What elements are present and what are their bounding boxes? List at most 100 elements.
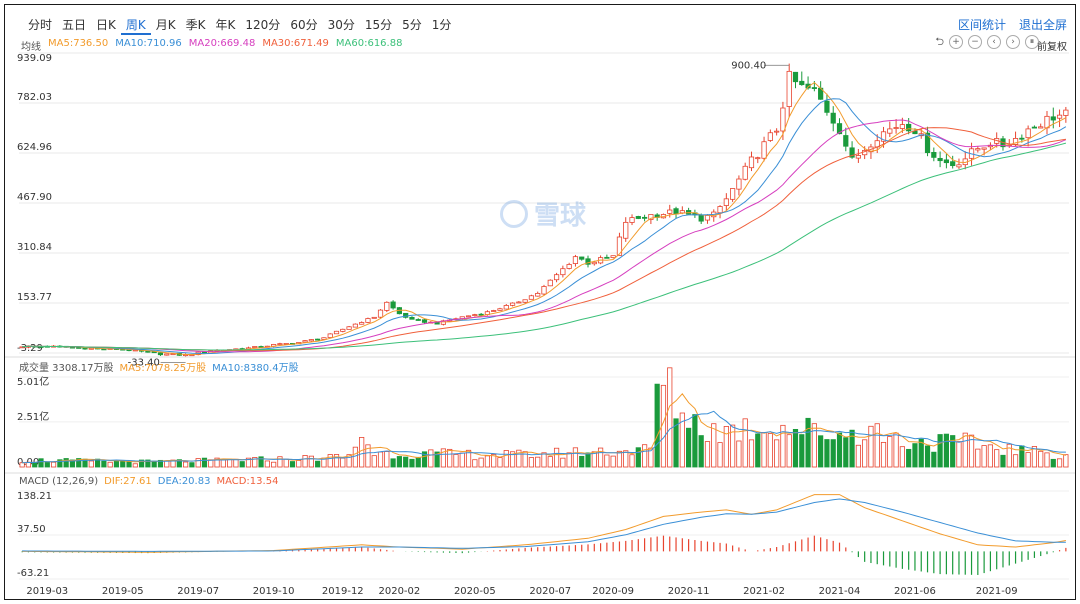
vol-ma10-value: MA10:8380.4万股 — [212, 363, 299, 374]
candle-body — [415, 319, 421, 321]
zoom-in-icon[interactable]: + — [949, 35, 963, 49]
candle-body — [648, 214, 654, 220]
tab-11[interactable]: 5分 — [402, 18, 422, 32]
adjust-mode-selector[interactable]: 前复权 — [1037, 42, 1067, 53]
ma-line-ma60 — [22, 142, 1067, 351]
volume-bar — [428, 449, 434, 468]
volume-bar — [126, 461, 132, 468]
volume-bar — [981, 445, 987, 468]
tab-3[interactable]: 周K — [120, 13, 151, 35]
candle-body — [730, 188, 736, 200]
candle-body — [145, 350, 151, 353]
candle-body — [308, 339, 314, 342]
x-axis-date-label: 2021-06 — [894, 586, 936, 597]
kline-chart-svg[interactable]: 939.09 782.03 624.96 467.90 310.84 153.77 -3.2… — [5, 5, 1076, 600]
candle-body — [541, 286, 547, 295]
candle-body — [579, 256, 585, 260]
candle-body — [849, 147, 855, 158]
candle-body — [811, 87, 817, 89]
volume-bar — [704, 441, 711, 468]
volume-bar — [742, 418, 748, 468]
candle-body — [1050, 116, 1056, 121]
volume-bar — [692, 414, 698, 468]
volume-bar — [956, 441, 962, 468]
volume-bar — [101, 460, 107, 468]
tab-4[interactable]: 月K — [155, 18, 176, 32]
candle-body — [780, 107, 786, 132]
scroll-left-icon[interactable]: ‹ — [987, 35, 1001, 49]
candle-body — [1044, 115, 1050, 129]
macd-tick-label: 138.21 — [17, 491, 52, 502]
volume-bar — [711, 423, 717, 468]
candle-body — [755, 157, 761, 160]
candle-body — [1063, 109, 1069, 116]
tab-6[interactable]: 年K — [215, 18, 236, 32]
volume-bar — [107, 461, 113, 468]
tab-1[interactable]: 五日 — [62, 18, 87, 32]
candle-body — [516, 301, 522, 304]
x-axis-date-label: 2021-04 — [819, 586, 861, 597]
x-axis-date-label: 2020-11 — [668, 586, 710, 597]
volume-bar — [189, 462, 195, 468]
volume-tick-label: 2.51亿 — [17, 410, 49, 423]
x-axis-date-label: 2019-03 — [26, 586, 68, 597]
volume-bar — [409, 458, 415, 468]
tab-9[interactable]: 30分 — [327, 18, 355, 32]
undo-icon[interactable]: ⮌ — [935, 35, 944, 48]
volume-bar — [145, 459, 151, 468]
range-stats-button[interactable]: 区间统计 — [957, 18, 1006, 32]
tab-8[interactable]: 60分 — [290, 18, 318, 32]
volume-ma10-line — [22, 410, 1066, 464]
candle-body — [472, 314, 478, 317]
tab-7[interactable]: 120分 — [245, 18, 281, 32]
candle-body — [333, 330, 340, 335]
tab-10[interactable]: 15分 — [364, 18, 393, 32]
tab-0[interactable]: 分时 — [28, 18, 53, 32]
volume-bar — [868, 425, 874, 468]
tab-2[interactable]: 日K — [96, 18, 116, 32]
candle-body — [384, 301, 390, 311]
candle-body — [641, 216, 648, 219]
watermark-logo-icon — [500, 199, 528, 228]
zoom-out-icon[interactable]: − — [968, 35, 982, 49]
volume-bar — [855, 444, 861, 468]
scroll-right-icon[interactable]: › — [1006, 35, 1020, 49]
volume-bar — [365, 444, 371, 468]
volume-bar — [912, 443, 918, 468]
x-axis-date-label: 2020-09 — [592, 586, 634, 597]
volume-bar — [799, 434, 805, 468]
candle-body — [679, 210, 685, 214]
tab-12[interactable]: 1分 — [431, 18, 452, 32]
candle-body — [786, 70, 792, 107]
exit-fullscreen-button[interactable]: 退出全屏 — [1018, 18, 1067, 32]
volume-bar — [528, 457, 535, 468]
volume-bar — [352, 446, 358, 468]
volume-bar — [975, 448, 981, 468]
volume-bar — [478, 457, 484, 468]
volume-bar — [805, 417, 811, 468]
candle-body — [799, 80, 805, 86]
x-axis-date-label: 2019-10 — [253, 586, 295, 597]
candle-body — [943, 159, 949, 164]
volume-bar — [151, 460, 157, 468]
volume-bar — [616, 450, 623, 468]
volume-bar — [258, 456, 264, 468]
ma-line-ma30 — [22, 127, 1066, 352]
volume-bar — [824, 439, 830, 468]
volume-bar — [654, 383, 660, 468]
volume-bar — [541, 452, 547, 468]
candle-body — [371, 316, 377, 319]
volume-bar — [113, 460, 120, 468]
volume-bar — [522, 451, 528, 468]
volume-bar — [591, 451, 597, 468]
candle-body — [673, 208, 679, 215]
volume-bar — [597, 447, 604, 468]
candle-body — [252, 346, 258, 348]
tab-5[interactable]: 季K — [185, 18, 206, 32]
volume-bar — [792, 428, 799, 468]
volume-bar — [315, 460, 321, 468]
volume-bar — [183, 461, 189, 468]
chart-toolbar: ⮌ + − ‹ › ⏸ — [935, 35, 1039, 49]
ma10-value: MA10:710.96 — [115, 38, 182, 49]
pause-icon[interactable]: ⏸ — [1025, 35, 1039, 49]
